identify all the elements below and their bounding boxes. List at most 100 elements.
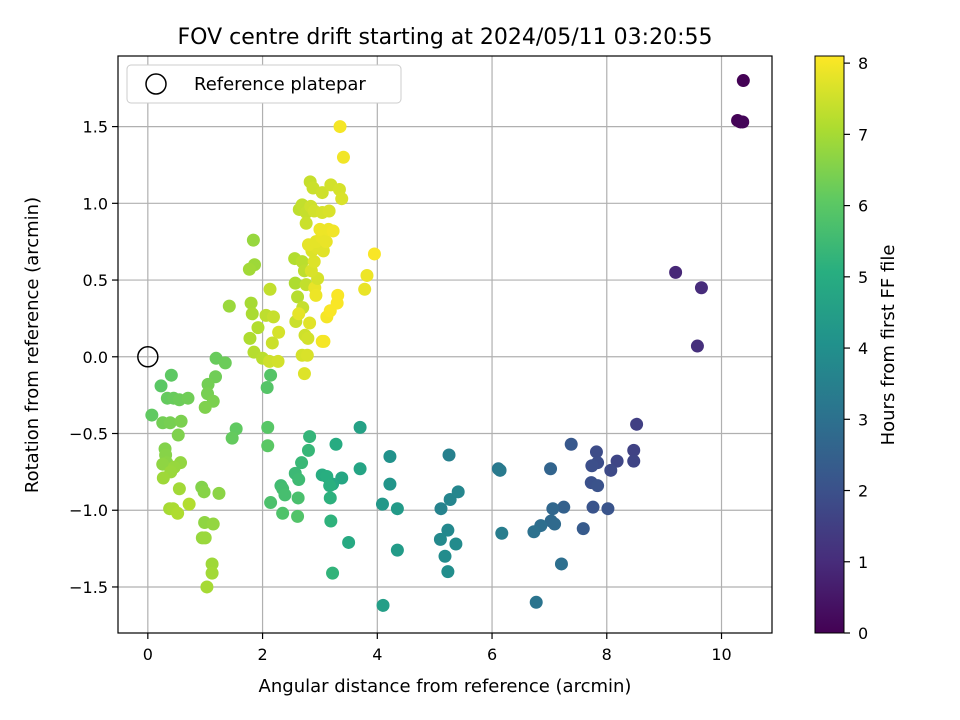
- data-point: [181, 391, 195, 405]
- data-point: [736, 74, 750, 88]
- data-point: [323, 479, 337, 493]
- colorbar-tick-label: 6: [858, 197, 868, 216]
- x-tick-label: 2: [257, 645, 267, 664]
- data-point: [353, 420, 367, 434]
- data-point: [243, 331, 257, 345]
- data-point: [205, 566, 219, 580]
- data-point: [690, 339, 704, 353]
- data-point: [544, 462, 558, 476]
- data-point: [546, 502, 560, 516]
- x-axis-ticks: 0 2 4 6 8 10: [143, 633, 732, 664]
- data-point: [335, 471, 349, 485]
- data-point: [434, 502, 448, 516]
- data-point: [322, 204, 336, 218]
- data-point: [443, 492, 457, 506]
- y-tick-label: −0.5: [69, 425, 108, 444]
- data-point: [212, 486, 226, 500]
- data-point: [336, 150, 350, 164]
- data-point: [265, 336, 279, 350]
- data-point: [736, 115, 750, 129]
- data-point: [591, 479, 605, 493]
- data-point: [586, 500, 600, 514]
- data-point: [323, 491, 337, 505]
- data-point: [342, 535, 356, 549]
- data-point: [300, 348, 314, 362]
- legend-entry: Reference platepar: [194, 74, 366, 95]
- data-point: [182, 497, 196, 511]
- data-point: [154, 379, 168, 393]
- colorbar: [814, 55, 845, 634]
- data-point: [367, 247, 381, 261]
- colorbar-tick-label: 8: [858, 54, 868, 73]
- colorbar-tick-label: 7: [858, 125, 868, 144]
- data-point: [601, 502, 615, 516]
- data-point: [156, 471, 170, 485]
- x-tick-label: 6: [487, 645, 497, 664]
- data-point: [261, 439, 275, 453]
- data-point: [197, 485, 211, 499]
- data-point: [266, 310, 280, 324]
- data-point: [272, 325, 286, 339]
- data-point: [164, 368, 178, 382]
- data-point: [198, 531, 212, 545]
- data-point: [529, 595, 543, 609]
- data-point: [171, 506, 185, 520]
- data-point: [264, 368, 278, 382]
- data-point: [449, 537, 463, 551]
- data-point: [278, 488, 292, 502]
- legend-marker: [145, 73, 167, 95]
- data-point: [442, 448, 456, 462]
- data-point: [292, 307, 306, 321]
- data-point: [145, 408, 159, 422]
- data-point: [292, 473, 306, 487]
- data-point: [576, 522, 590, 536]
- colorbar-tick-label: 5: [858, 268, 868, 287]
- data-point: [261, 420, 275, 434]
- data-point: [299, 216, 313, 230]
- data-point: [589, 445, 603, 459]
- data-point: [383, 450, 397, 464]
- data-point: [527, 525, 541, 539]
- data-point: [156, 457, 170, 471]
- data-point: [303, 430, 317, 444]
- data-point: [451, 485, 465, 499]
- data-point: [315, 186, 329, 200]
- colorbar-tick-label: 4: [858, 339, 868, 358]
- data-point: [174, 414, 188, 428]
- data-point: [264, 496, 278, 510]
- data-point: [198, 400, 212, 414]
- data-point: [301, 443, 315, 457]
- data-point: [585, 459, 599, 473]
- colorbar-ticks: 0 1 2 3 4 5 6 7 8: [844, 54, 868, 643]
- y-tick-label: 1.5: [83, 118, 108, 137]
- x-tick-label: 8: [602, 645, 612, 664]
- data-point: [263, 282, 277, 296]
- data-point: [218, 356, 232, 370]
- data-point: [307, 255, 321, 269]
- data-point: [295, 456, 309, 470]
- y-tick-label: 0.5: [83, 271, 108, 290]
- data-point: [326, 566, 340, 580]
- data-point: [383, 477, 397, 491]
- data-point: [246, 233, 260, 247]
- data-point: [291, 290, 305, 304]
- data-point: [610, 454, 624, 468]
- data-point: [222, 299, 236, 313]
- data-point: [390, 502, 404, 516]
- data-point: [694, 281, 708, 295]
- colorbar-tick-label: 3: [858, 410, 868, 429]
- data-point: [201, 377, 215, 391]
- data-point: [260, 380, 274, 394]
- y-tick-label: −1.5: [69, 578, 108, 597]
- colorbar-tick-label: 1: [858, 553, 868, 572]
- data-point: [441, 523, 455, 537]
- data-point: [317, 334, 331, 348]
- data-point: [309, 288, 323, 302]
- data-point: [271, 354, 285, 368]
- data-point: [390, 543, 404, 557]
- x-tick-label: 0: [143, 645, 153, 664]
- y-axis-ticks: −1.5 −1.0 −0.5 0.0 0.5 1.0 1.5: [69, 118, 118, 597]
- data-point: [358, 282, 372, 296]
- x-axis-label: Angular distance from reference (arcmin): [259, 676, 632, 697]
